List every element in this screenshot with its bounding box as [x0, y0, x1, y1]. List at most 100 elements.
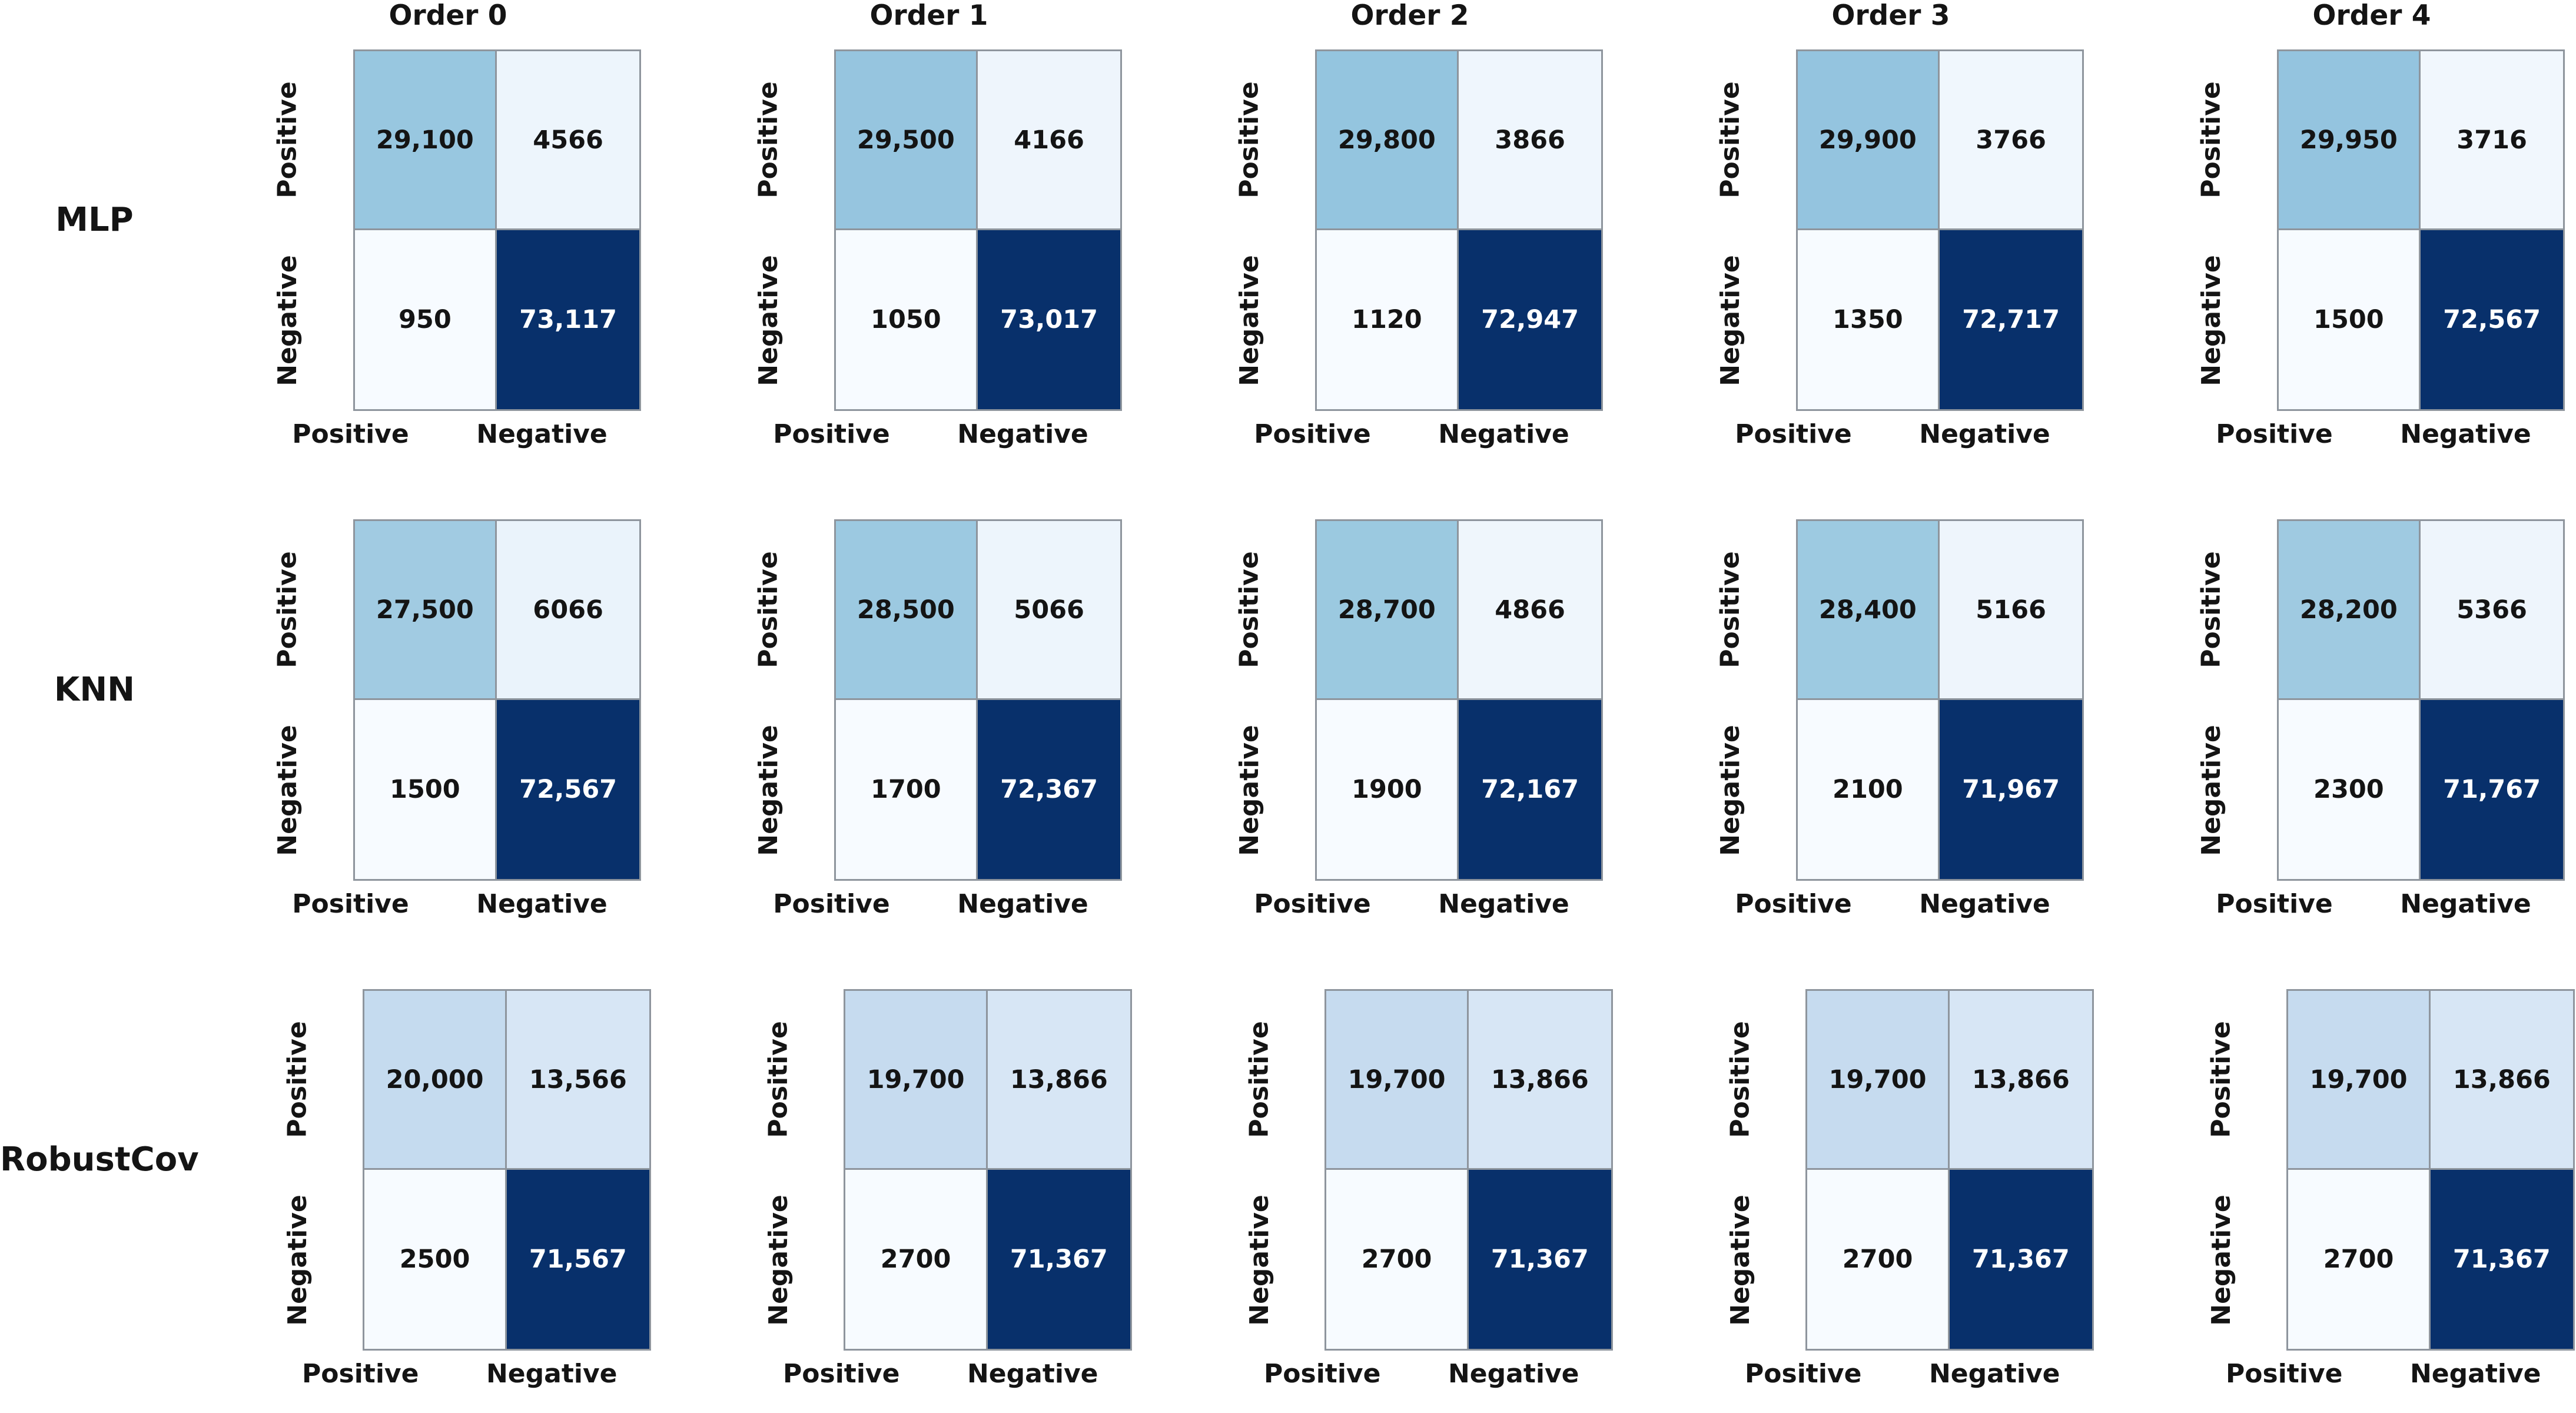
- matrix-cell: 72,717: [1940, 230, 2082, 409]
- matrix-cell: 5366: [2421, 521, 2563, 700]
- y-tick-label: Positive: [2196, 551, 2226, 668]
- matrix-cell: 20,000: [364, 991, 507, 1170]
- y-tick-label: Negative: [753, 255, 784, 386]
- y-tick-label: Negative: [2206, 1195, 2236, 1326]
- y-tick-label: Positive: [1715, 81, 1745, 198]
- heatmap-matrix: 19,700 13,866 2700 71,367: [2286, 989, 2575, 1351]
- x-tick-label: Positive: [292, 419, 409, 449]
- x-axis-tick-labels: Positive Negative: [1194, 1351, 1613, 1409]
- matrix-panel-robustcov-order-1: Positive Negative 19,700 13,866 2700 71,367 Po…: [713, 940, 1132, 1409]
- x-axis-tick-labels: Positive Negative: [1184, 881, 1603, 940]
- y-tick-cell: Negative: [222, 700, 353, 881]
- heatmap-matrix: 29,900 3766 1350 72,717: [1795, 49, 2084, 411]
- x-axis-tick-labels: Positive Negative: [2146, 411, 2565, 470]
- matrix-body: Positive Negative 29,100 4566 950 73,117: [222, 49, 641, 411]
- x-tick-label: Negative: [2400, 889, 2531, 919]
- matrix-cell: 28,500: [835, 521, 978, 700]
- heatmap-matrix: 28,700 4866 1900 72,167: [1314, 519, 1603, 881]
- x-tick-label: Positive: [2216, 419, 2333, 449]
- heatmap-matrix: 28,400 5166 2100 71,967: [1795, 519, 2084, 881]
- matrix-body: Positive Negative 28,500 5066 1700 72,367: [703, 519, 1122, 881]
- matrix-panel-mlp-order-4: Order 4 Positive Negative 29,950 3716 1500 72,…: [2146, 0, 2565, 470]
- matrix-cell: 73,117: [497, 230, 639, 409]
- heatmap-matrix: 19,700 13,866 2700 71,367: [1324, 989, 1613, 1351]
- heatmap-matrix: 19,700 13,866 2700 71,367: [844, 989, 1132, 1351]
- x-axis-tick-labels: Positive Negative: [703, 881, 1122, 940]
- column-title: [703, 470, 1122, 519]
- y-tick-cell: Positive: [222, 49, 353, 230]
- heatmap-matrix: 28,200 5366 2300 71,767: [2276, 519, 2565, 881]
- y-tick-label: Negative: [753, 725, 784, 856]
- matrix-cell: 19,700: [845, 991, 988, 1170]
- column-title: [713, 940, 1132, 989]
- matrix-cell: 4566: [497, 51, 639, 230]
- x-tick-label: Positive: [773, 889, 890, 919]
- heatmap-matrix: 20,000 13,566 2500 71,567: [363, 989, 651, 1351]
- x-tick-label: Positive: [1735, 419, 1852, 449]
- y-axis-tick-labels: Positive Negative: [1184, 49, 1315, 411]
- matrix-cell: 1500: [354, 700, 497, 879]
- matrix-cell: 2300: [2278, 700, 2421, 879]
- x-tick-label: Positive: [1254, 419, 1371, 449]
- x-tick-label: Negative: [1919, 419, 2050, 449]
- x-axis-tick-labels: Positive Negative: [1675, 1351, 2094, 1409]
- matrix-cell: 2700: [1807, 1170, 1950, 1349]
- matrix-cell: 19,700: [1326, 991, 1469, 1170]
- column-title: [1184, 470, 1603, 519]
- matrix-panel-mlp-order-3: Order 3 Positive Negative 29,900 3766 1350 72,…: [1665, 0, 2084, 470]
- matrix-panel-knn-order-0: Positive Negative 27,500 6066 1500 72,567 Posi…: [222, 470, 641, 940]
- matrix-cell: 19,700: [1807, 991, 1950, 1170]
- matrix-cell: 1050: [835, 230, 978, 409]
- matrix-cell: 71,367: [1468, 1170, 1611, 1349]
- matrix-panel-mlp-order-0: Order 0 Positive Negative 29,100 4566 950 73,1…: [222, 0, 641, 470]
- matrix-cell: 71,567: [506, 1170, 649, 1349]
- y-tick-cell: Negative: [1665, 230, 1796, 411]
- x-tick-label: Negative: [1448, 1359, 1579, 1389]
- row-label-cell: MLP: [0, 0, 222, 470]
- matrix-cell: 28,400: [1797, 521, 1940, 700]
- row-label-cell: RobustCov: [0, 940, 232, 1409]
- matrix-panel-robustcov-order-3: Positive Negative 19,700 13,866 2700 71,367 Po…: [1675, 940, 2094, 1409]
- matrix-cell: 1700: [835, 700, 978, 879]
- matrix-cell: 72,567: [2421, 230, 2563, 409]
- y-tick-label: Positive: [763, 1021, 794, 1138]
- x-tick-label: Positive: [2216, 889, 2333, 919]
- matrix-cell: 13,866: [1949, 991, 2092, 1170]
- matrix-cell: 4866: [1459, 521, 1601, 700]
- matrix-cell: 3866: [1459, 51, 1601, 230]
- y-tick-cell: Positive: [2156, 989, 2287, 1170]
- x-axis-tick-labels: Positive Negative: [1665, 881, 2084, 940]
- matrix-panel-knn-order-3: Positive Negative 28,400 5166 2100 71,967 Posi…: [1665, 470, 2084, 940]
- matrix-cell: 3766: [1940, 51, 2082, 230]
- x-tick-label: Negative: [957, 889, 1088, 919]
- y-axis-tick-labels: Positive Negative: [703, 519, 834, 881]
- x-tick-label: Positive: [1264, 1359, 1381, 1389]
- heatmap-matrix: 28,500 5066 1700 72,367: [834, 519, 1122, 881]
- matrix-panel-knn-order-2: Positive Negative 28,700 4866 1900 72,167 Posi…: [1184, 470, 1603, 940]
- row-label-cell: KNN: [0, 470, 222, 940]
- y-tick-cell: Negative: [2146, 230, 2277, 411]
- x-axis-tick-labels: Positive Negative: [2156, 1351, 2575, 1409]
- matrix-cell: 71,367: [987, 1170, 1130, 1349]
- y-tick-cell: Negative: [1184, 700, 1315, 881]
- matrix-cell: 5066: [978, 521, 1120, 700]
- heatmap-matrix: 29,100 4566 950 73,117: [353, 49, 641, 411]
- y-tick-cell: Positive: [703, 49, 834, 230]
- column-title: [1194, 940, 1613, 989]
- y-axis-tick-labels: Positive Negative: [1194, 989, 1325, 1351]
- matrix-body: Positive Negative 29,500 4166 1050 73,017: [703, 49, 1122, 411]
- y-axis-tick-labels: Positive Negative: [222, 519, 353, 881]
- y-axis-tick-labels: Positive Negative: [1675, 989, 1806, 1351]
- matrix-panel-mlp-order-2: Order 2 Positive Negative 29,800 3866 1120 72,…: [1184, 0, 1603, 470]
- y-tick-cell: Positive: [232, 989, 363, 1170]
- x-tick-label: Positive: [1745, 1359, 1862, 1389]
- y-tick-label: Negative: [282, 1195, 313, 1326]
- matrix-body: Positive Negative 19,700 13,866 2700 71,367: [1194, 989, 1613, 1351]
- heatmap-matrix: 29,800 3866 1120 72,947: [1314, 49, 1603, 411]
- x-tick-label: Positive: [1254, 889, 1371, 919]
- column-title: Order 0: [389, 0, 507, 32]
- x-axis-tick-labels: Positive Negative: [222, 411, 641, 470]
- y-axis-tick-labels: Positive Negative: [2146, 49, 2277, 411]
- y-tick-cell: Positive: [1184, 49, 1315, 230]
- x-tick-label: Negative: [486, 1359, 618, 1389]
